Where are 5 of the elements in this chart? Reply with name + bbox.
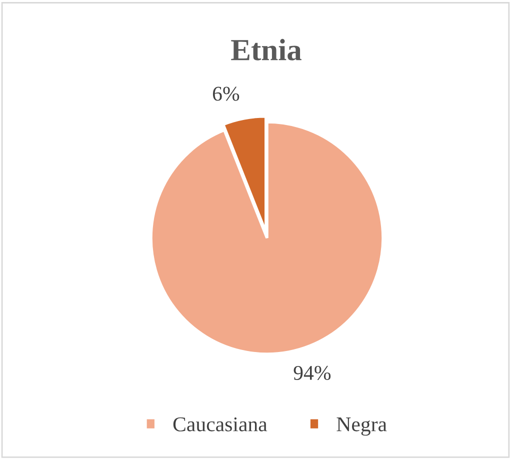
chart-title: Etnia bbox=[231, 38, 302, 60]
data-label: 6% bbox=[212, 86, 240, 101]
legend-label: Negra bbox=[336, 418, 387, 436]
legend-label: Caucasiana bbox=[173, 417, 268, 432]
data-label: 94% bbox=[294, 366, 331, 380]
